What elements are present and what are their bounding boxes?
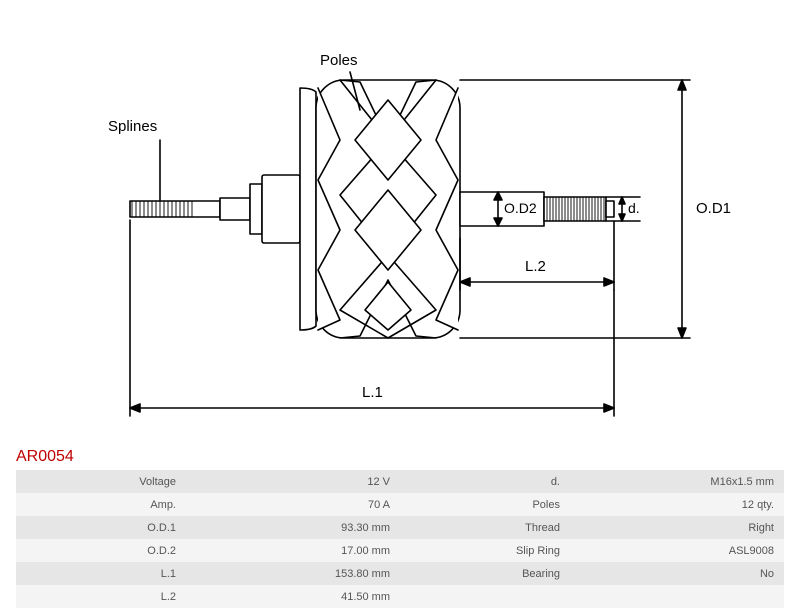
spec-val: 93.30 mm: [186, 516, 400, 539]
diagram-area: Poles Splines O.D1 O.D2 d. L.2 L.1: [0, 0, 800, 445]
spec-key: L.2: [16, 585, 186, 608]
spec-val: Right: [570, 516, 784, 539]
label-poles: Poles: [320, 52, 358, 69]
spec-row: Voltage 12 V d. M16x1.5 mm: [16, 470, 784, 493]
spec-val: 12 V: [186, 470, 400, 493]
spec-row: O.D.2 17.00 mm Slip Ring ASL9008: [16, 539, 784, 562]
spec-val: 17.00 mm: [186, 539, 400, 562]
spec-key: L.1: [16, 562, 186, 585]
spec-key: Slip Ring: [400, 539, 570, 562]
spec-val: 153.80 mm: [186, 562, 400, 585]
spec-key: d.: [400, 470, 570, 493]
spec-key: Amp.: [16, 493, 186, 516]
rotor-diagram: [0, 0, 800, 445]
spec-val: ASL9008: [570, 539, 784, 562]
spec-val: 41.50 mm: [186, 585, 400, 608]
spec-key: O.D.2: [16, 539, 186, 562]
spec-val: No: [570, 562, 784, 585]
label-d: d.: [628, 200, 640, 216]
spec-table: Voltage 12 V d. M16x1.5 mm Amp. 70 A Pol…: [16, 470, 784, 608]
label-od1: O.D1: [696, 200, 731, 217]
label-splines: Splines: [108, 118, 157, 135]
spec-val: [570, 585, 784, 608]
spec-row: L.1 153.80 mm Bearing No: [16, 562, 784, 585]
spec-val: M16x1.5 mm: [570, 470, 784, 493]
spec-key: [400, 585, 570, 608]
spec-val: 70 A: [186, 493, 400, 516]
spec-key: Thread: [400, 516, 570, 539]
label-od2: O.D2: [504, 200, 537, 216]
label-l2: L.2: [525, 258, 546, 275]
spec-key: Bearing: [400, 562, 570, 585]
spec-key: Poles: [400, 493, 570, 516]
spec-row: L.2 41.50 mm: [16, 585, 784, 608]
spec-key: Voltage: [16, 470, 186, 493]
spec-val: 12 qty.: [570, 493, 784, 516]
spec-row: Amp. 70 A Poles 12 qty.: [16, 493, 784, 516]
spec-key: O.D.1: [16, 516, 186, 539]
part-number: AR0054: [16, 448, 74, 466]
spec-row: O.D.1 93.30 mm Thread Right: [16, 516, 784, 539]
label-l1: L.1: [362, 384, 383, 401]
